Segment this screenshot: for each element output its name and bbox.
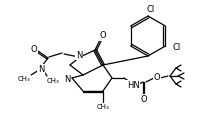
Text: CH₃: CH₃ [47,78,59,84]
Text: O: O [31,45,37,53]
Text: O: O [100,32,106,41]
Text: N: N [38,65,44,74]
Text: Cl: Cl [147,5,155,14]
Text: N: N [76,51,82,59]
Text: CH₃: CH₃ [18,76,30,82]
Text: HN: HN [127,80,139,90]
Text: Cl: Cl [172,43,180,53]
Text: CH₃: CH₃ [97,104,109,110]
Text: O: O [154,72,160,82]
Text: O: O [141,95,147,103]
Text: N: N [64,74,70,84]
